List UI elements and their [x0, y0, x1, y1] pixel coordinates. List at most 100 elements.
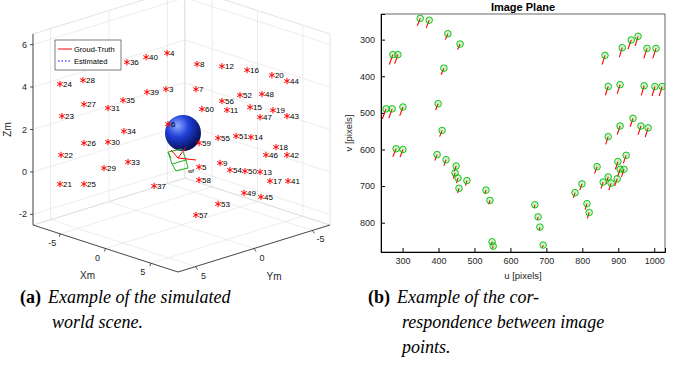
point: [105, 105, 111, 111]
estimated-point: [644, 45, 651, 52]
point-label: 39: [150, 88, 159, 97]
estimated-point: [653, 45, 660, 52]
point: [143, 54, 149, 60]
x-tick-label: 400: [432, 256, 447, 266]
grid-line: [167, 183, 312, 230]
y-tick-mark: [381, 149, 385, 150]
legend-label: Groud-Truth: [74, 45, 115, 54]
point: [227, 167, 233, 173]
point: [285, 178, 291, 184]
y-tick-mark: [381, 223, 385, 224]
estimated-point: [389, 106, 396, 113]
x-tick-label: 0: [95, 253, 100, 263]
point: [199, 106, 205, 112]
point-label: 42: [290, 151, 299, 160]
point-label: 40: [149, 53, 158, 62]
z-axis-title: Zm: [2, 122, 13, 136]
y-axis-line: [178, 225, 330, 272]
y-tick-label: 400: [360, 72, 375, 82]
point: [219, 63, 225, 69]
x-axis-line: [382, 248, 666, 253]
point: [165, 121, 171, 127]
panes: [33, 0, 330, 272]
estimated-point: [630, 115, 637, 122]
point-label: 15: [253, 103, 262, 112]
point: [57, 81, 63, 87]
y-tick-label: -5: [316, 234, 324, 244]
y-tick-label: 800: [360, 218, 375, 228]
legend-swatch: [58, 49, 72, 50]
plot-frame: [381, 14, 665, 252]
point-label: 17: [273, 177, 282, 186]
point-label: 34: [127, 127, 136, 136]
estimated-point: [659, 83, 665, 90]
point: [269, 72, 275, 78]
estimated-point: [443, 156, 450, 163]
point-label: 25: [87, 180, 96, 189]
correspondence-lines: [382, 18, 662, 248]
estimated-point: [487, 197, 494, 204]
estimated-points: [383, 15, 665, 249]
estimated-point: [417, 15, 424, 22]
point: [81, 181, 87, 187]
x-tick-mark: [403, 248, 404, 252]
point-label: 23: [65, 112, 74, 121]
chart-title: Image Plane: [491, 1, 555, 13]
x-tick-mark: [546, 248, 547, 252]
y-tick-label: 5: [201, 271, 206, 281]
point-label: 31: [111, 104, 120, 113]
point: [124, 59, 130, 65]
caption-line: (a)Example of the simulated: [20, 287, 231, 308]
point-label: 7: [199, 85, 204, 94]
point: [105, 139, 111, 145]
point: [263, 152, 269, 158]
point: [196, 140, 202, 146]
point-label: 48: [265, 90, 274, 99]
x-tick-mark: [439, 248, 440, 252]
point: [144, 89, 150, 95]
estimated-point: [400, 146, 407, 153]
x-axis-line: [33, 225, 178, 272]
grid: [33, 0, 330, 267]
estimated-point: [537, 224, 544, 231]
estimated-point: [602, 52, 609, 59]
z-tick-label: 0: [22, 167, 27, 177]
x-tick-mark: [510, 248, 511, 252]
estimated-point: [483, 187, 490, 194]
point: [284, 152, 290, 158]
point: [237, 92, 243, 98]
grid-line: [185, 125, 330, 172]
point-label: 60: [205, 105, 214, 114]
z-tick-label: 2: [22, 125, 27, 135]
estimated-point: [635, 33, 642, 40]
point: [125, 159, 131, 165]
x-axis-title: u [pixels]: [504, 270, 542, 281]
point-label: 12: [225, 62, 234, 71]
point: [80, 77, 86, 83]
estimated-point: [457, 41, 464, 48]
y-axis-title: v [pixels]: [343, 115, 354, 152]
point-label: 43: [290, 112, 299, 121]
plot-data: [382, 15, 665, 249]
point-label: 8: [200, 60, 205, 69]
estimated-point: [572, 189, 579, 196]
estimated-point: [638, 123, 645, 130]
point-label: 52: [243, 91, 252, 100]
legend: Groud-TruthEstimated: [55, 40, 121, 70]
y-tick: [312, 230, 314, 233]
caption: (b)Example of the cor-respondence betwee…: [368, 287, 604, 357]
scene-objects: wf: [165, 115, 201, 174]
point: [59, 113, 65, 119]
pane: [33, 0, 185, 225]
grid-line: [212, 0, 213, 187]
caption-text: Example of the simulated: [47, 287, 231, 307]
estimated-point: [400, 104, 407, 111]
x-tick: 600: [503, 248, 518, 266]
estimated-point: [441, 65, 448, 72]
y-axis-title: Ym: [267, 271, 282, 282]
point-label: 27: [87, 100, 96, 109]
estimated-point: [453, 163, 460, 170]
point: [284, 78, 290, 84]
z-tick: [30, 214, 33, 215]
grid-line: [185, 83, 330, 130]
